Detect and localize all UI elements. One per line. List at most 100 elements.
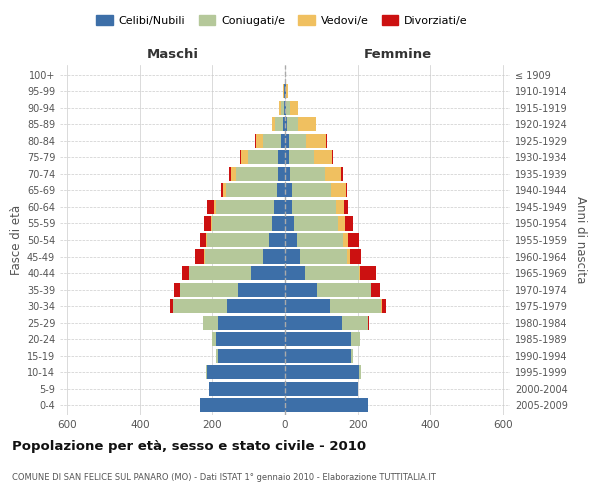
Bar [212, 332, 285, 346]
Bar [263, 134, 285, 148]
Bar [203, 316, 285, 330]
Bar [212, 216, 285, 230]
Bar [209, 382, 285, 396]
Bar [285, 398, 368, 412]
Legend: Celibi/Nubili, Coniugati/e, Vedovi/e, Divorziati/e: Celibi/Nubili, Coniugati/e, Vedovi/e, Di… [92, 10, 472, 30]
Bar [205, 250, 285, 264]
Bar [285, 365, 361, 379]
Bar [285, 216, 353, 230]
Bar [278, 150, 285, 164]
Bar [285, 184, 331, 198]
Bar [182, 266, 285, 280]
Bar [216, 200, 285, 214]
Bar [285, 266, 360, 280]
Bar [278, 167, 285, 181]
Bar [223, 184, 285, 198]
Bar [285, 84, 288, 98]
Bar [238, 282, 285, 296]
Bar [207, 233, 285, 247]
Bar [285, 233, 343, 247]
Bar [283, 84, 285, 98]
Bar [203, 316, 285, 330]
Bar [285, 167, 341, 181]
Bar [240, 150, 285, 164]
Bar [173, 299, 285, 313]
Bar [285, 216, 345, 230]
Bar [285, 233, 296, 247]
Bar [274, 200, 285, 214]
Bar [256, 134, 285, 148]
Bar [285, 332, 351, 346]
Bar [272, 216, 285, 230]
Bar [226, 184, 285, 198]
Bar [206, 365, 285, 379]
Bar [218, 348, 285, 362]
Bar [241, 150, 285, 164]
Bar [200, 398, 285, 412]
Bar [285, 348, 353, 362]
Bar [285, 118, 287, 132]
Bar [251, 266, 285, 280]
Bar [285, 266, 376, 280]
Bar [285, 382, 358, 396]
Bar [285, 365, 359, 379]
Bar [285, 101, 286, 115]
Bar [207, 365, 285, 379]
Text: Maschi: Maschi [146, 48, 199, 61]
Bar [285, 84, 286, 98]
Bar [285, 348, 351, 362]
Bar [285, 382, 358, 396]
Bar [285, 134, 326, 148]
Bar [285, 101, 298, 115]
Bar [218, 316, 285, 330]
Bar [285, 299, 382, 313]
Bar [285, 200, 344, 214]
Bar [255, 134, 285, 148]
Bar [231, 167, 285, 181]
Bar [285, 250, 361, 264]
Bar [285, 134, 327, 148]
Bar [209, 382, 285, 396]
Bar [285, 332, 360, 346]
Bar [281, 134, 285, 148]
Bar [277, 184, 285, 198]
Bar [214, 200, 285, 214]
Bar [285, 150, 289, 164]
Bar [189, 266, 285, 280]
Bar [283, 118, 285, 132]
Bar [216, 332, 285, 346]
Bar [285, 365, 361, 379]
Bar [285, 167, 325, 181]
Bar [285, 266, 305, 280]
Bar [211, 216, 285, 230]
Bar [217, 348, 285, 362]
Bar [285, 184, 347, 198]
Bar [285, 84, 286, 98]
Bar [263, 250, 285, 264]
Bar [217, 348, 285, 362]
Bar [200, 233, 285, 247]
Bar [212, 332, 285, 346]
Bar [206, 365, 285, 379]
Bar [285, 134, 306, 148]
Bar [279, 101, 285, 115]
Bar [285, 266, 359, 280]
Bar [206, 365, 285, 379]
Bar [200, 398, 285, 412]
Bar [285, 348, 353, 362]
Bar [285, 167, 290, 181]
Bar [285, 299, 381, 313]
Bar [200, 398, 285, 412]
Bar [285, 167, 343, 181]
Bar [285, 200, 292, 214]
Bar [212, 332, 285, 346]
Bar [227, 299, 285, 313]
Bar [285, 316, 343, 330]
Bar [285, 233, 359, 247]
Y-axis label: Anni di nascita: Anni di nascita [574, 196, 587, 284]
Bar [285, 216, 294, 230]
Bar [209, 382, 285, 396]
Bar [175, 282, 285, 296]
Bar [285, 398, 368, 412]
Bar [229, 167, 285, 181]
